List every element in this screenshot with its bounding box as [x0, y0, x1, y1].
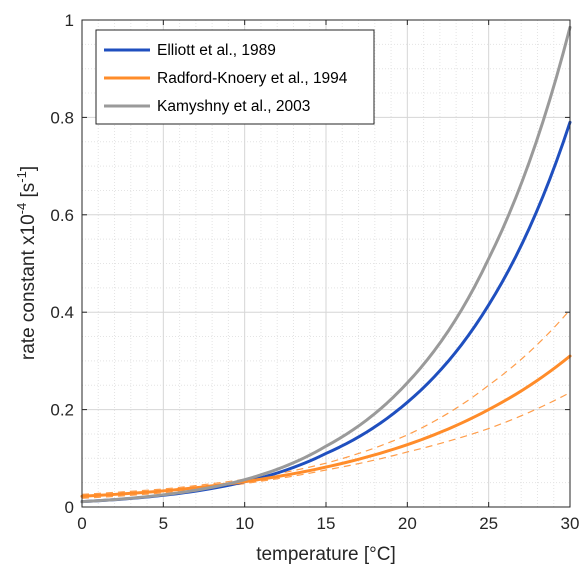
y-tick-label: 1: [65, 11, 74, 30]
legend-label-3: Kamyshny et al., 2003: [157, 98, 310, 115]
x-tick-labels: 0 5 10 15 20 25 30: [77, 514, 579, 533]
series-line-2: [80, 354, 572, 498]
y-axis-label: rate constant x10-4 [s-1]: [14, 166, 39, 360]
x-tick-label: 0: [77, 514, 86, 533]
x-axis-label: temperature [°C]: [256, 544, 396, 565]
y-tick-labels: 0 0.2 0.4 0.6 0.8 1: [50, 11, 74, 517]
x-tick-label: 5: [159, 514, 168, 533]
y-axis-label-unit-close: ]: [18, 166, 39, 171]
x-tick-label: 10: [235, 514, 254, 533]
axis-ticks: [81, 19, 571, 508]
y-axis-label-exponent: -4: [14, 203, 29, 215]
y-tick-label: 0.6: [50, 206, 74, 225]
uncertainty-bounds: [81, 309, 571, 499]
y-tick-label: 0.4: [50, 303, 74, 322]
x-tick-label: 25: [479, 514, 498, 533]
series-lines: [80, 25, 572, 504]
x-tick-label: 20: [398, 514, 417, 533]
x-tick-label: 30: [561, 514, 580, 533]
y-tick-label: 0: [65, 498, 74, 517]
y-tick-label: 0.2: [50, 401, 74, 420]
series-bound-lower: [81, 392, 571, 499]
y-axis-label-unit-open: [s: [18, 183, 39, 203]
series-bound-upper: [81, 309, 571, 495]
series-line-3: [80, 25, 572, 504]
y-axis-label-unit-exponent: -1: [14, 171, 29, 183]
x-tick-label: 15: [317, 514, 336, 533]
y-tick-label: 0.8: [50, 108, 74, 127]
y-axis-label-prefix: rate constant x10: [18, 214, 39, 360]
legend-label-1: Elliott et al., 1989: [157, 42, 276, 59]
legend-label-2: Radford-Knoery et al., 1994: [157, 70, 348, 87]
legend: Elliott et al., 1989 Radford-Knoery et al…: [95, 29, 375, 125]
